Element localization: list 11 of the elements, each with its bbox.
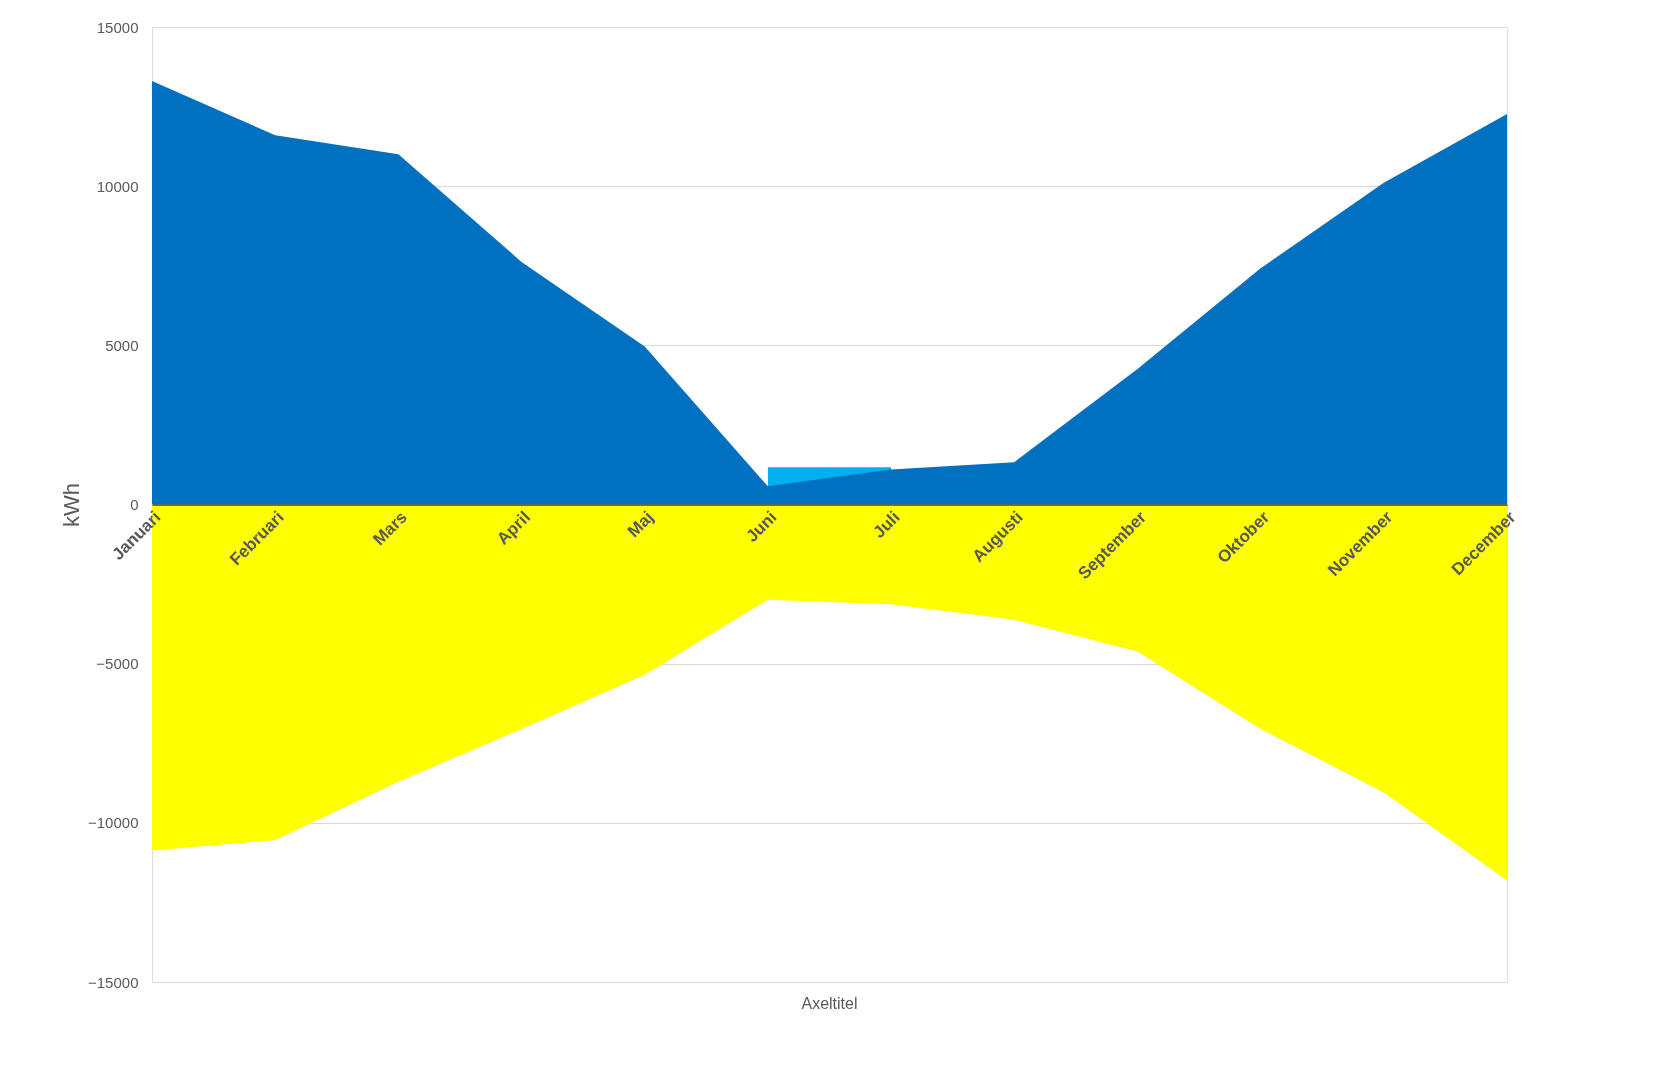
y-tick-label: −10000 bbox=[88, 814, 139, 832]
y-tick-label: 15000 bbox=[96, 18, 139, 36]
x-axis-title: Axeltitel bbox=[801, 995, 858, 1012]
x-tick-label: Juli bbox=[869, 507, 904, 542]
y-tick-label: −5000 bbox=[96, 655, 139, 673]
x-tick-label: Maj bbox=[623, 507, 658, 542]
y-axis-title: kWh bbox=[59, 483, 85, 527]
y-tick-label: −15000 bbox=[88, 973, 139, 991]
y-tick-label: 5000 bbox=[105, 336, 139, 354]
y-tick-label: 10000 bbox=[96, 177, 139, 195]
y-tick-label: 0 bbox=[130, 496, 139, 513]
